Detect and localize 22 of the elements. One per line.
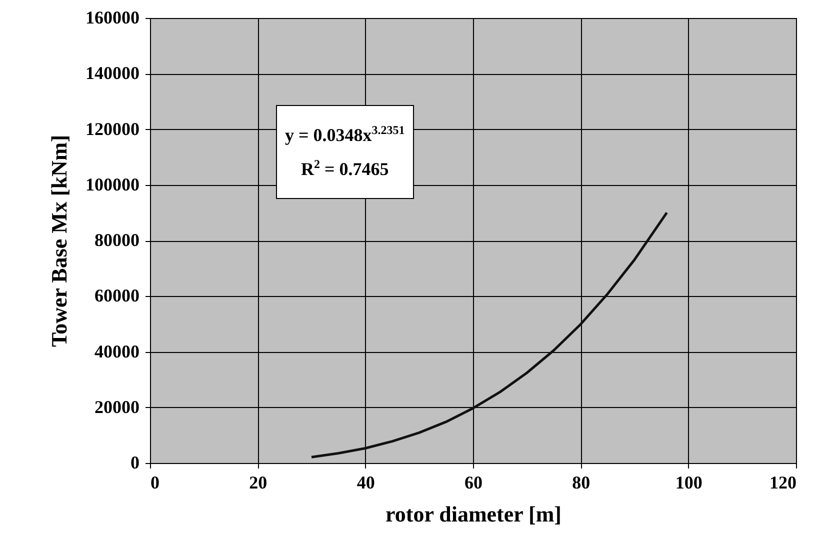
y-tick-label: 40000 <box>94 341 140 362</box>
y-tick-label: 120000 <box>86 118 140 139</box>
y-tick-label: 0 <box>130 452 140 472</box>
x-tick-label: 100 <box>675 472 702 492</box>
y-tick-label: 140000 <box>86 63 140 84</box>
y-tick-label: 80000 <box>94 230 140 250</box>
y-tick-label: 100000 <box>86 174 140 194</box>
annotation: y = 0.0348x$^{3.2351}$ <box>285 122 405 147</box>
y-tick-label: 20000 <box>94 396 140 417</box>
x-axis-title: rotor diameter [m] <box>386 502 562 526</box>
x-tick-label: 120 <box>770 472 796 492</box>
x-tick-label: 40 <box>356 472 375 492</box>
y-axis-title: Tower Base Mx [kNm] <box>46 134 72 348</box>
x-tick-label: 0 <box>150 472 160 492</box>
line-series <box>310 211 668 458</box>
y-tick-label: 60000 <box>94 286 140 306</box>
x-tick-label: 60 <box>464 472 482 492</box>
x-tick-label: 20 <box>249 472 268 492</box>
x-tick-label: 80 <box>572 472 590 492</box>
annotation: R$^{2}$ = 0.7465 <box>300 156 390 182</box>
equation-box: y = 0.0348x$^{3.2351}$ R$^{2}$ = 0.7465 <box>276 105 414 200</box>
y-tick-label: 160000 <box>86 8 140 28</box>
